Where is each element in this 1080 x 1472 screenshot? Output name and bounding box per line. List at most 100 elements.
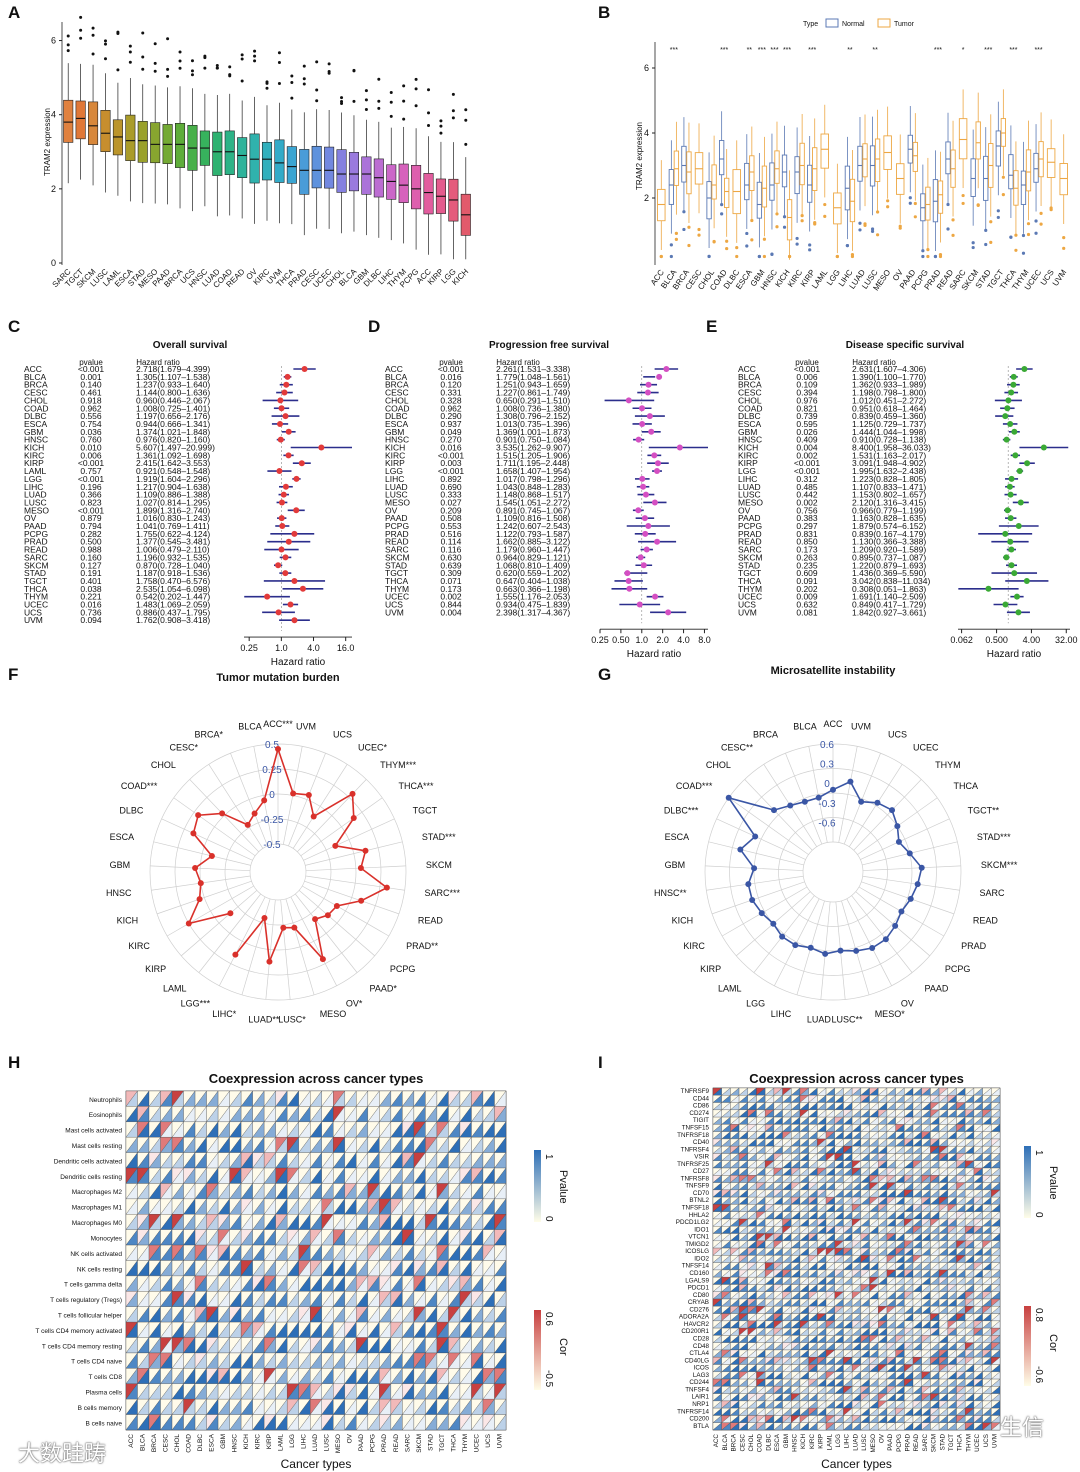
outlier-point xyxy=(141,55,145,59)
significance-LUSC: ** xyxy=(872,47,878,54)
col-header-pvalue: pvalue xyxy=(795,358,819,367)
row-hazard-ratio: 0.960(0.446–2.067) xyxy=(136,395,210,405)
heatmap-row-label: ICOSLG xyxy=(685,1248,709,1255)
radar-label-BRCA: BRCA* xyxy=(194,730,223,740)
row-pvalue: 0.120 xyxy=(440,380,462,390)
row-label-ACC: ACC xyxy=(24,364,42,374)
box-GBM xyxy=(361,156,372,195)
row-pvalue: 0.297 xyxy=(796,521,818,531)
radar-label-TGCT: TGCT** xyxy=(968,806,1000,816)
box xyxy=(1033,152,1039,183)
hr-marker xyxy=(318,444,325,451)
radar-label-SKCM: SKCM*** xyxy=(981,860,1018,870)
radar-spoke xyxy=(166,885,254,937)
heatmap-col-TGCT: TGCT xyxy=(439,1434,446,1452)
outlier-point xyxy=(961,193,965,198)
outlier-point xyxy=(377,106,381,110)
row-label-PAAD: PAAD xyxy=(738,513,761,523)
box xyxy=(932,179,939,223)
radar-r-tick: 0.5 xyxy=(265,740,279,751)
row-pvalue: 0.823 xyxy=(80,497,102,507)
outlier-point xyxy=(128,60,132,64)
hr-marker xyxy=(301,366,308,372)
heatmap-col-SARC: SARC xyxy=(404,1434,411,1452)
y-tick-label: 4 xyxy=(644,128,649,138)
row-hazard-ratio: 0.839(0.459–1.360) xyxy=(852,411,926,421)
outlier-point xyxy=(938,252,943,257)
row-hazard-ratio: 1.122(0.793–1.587) xyxy=(496,529,570,539)
hr-marker xyxy=(285,538,292,545)
row-hazard-ratio: 1.130(0.366–3.388) xyxy=(852,537,926,547)
outlier-point xyxy=(315,88,319,92)
box-ACC xyxy=(423,173,434,215)
legend-pvalue-tick: 0 xyxy=(543,1216,554,1222)
outlier-point xyxy=(439,124,443,128)
radar-spoke xyxy=(156,880,252,915)
row-label-ACC: ACC xyxy=(738,364,756,374)
outlier-point xyxy=(402,84,406,88)
outlier-point xyxy=(178,66,182,70)
x-tick-label: 0.062 xyxy=(950,635,973,645)
heatmap-row-label: IDO1 xyxy=(694,1226,709,1233)
radar-spoke xyxy=(843,753,881,845)
heatmap-row-label: CD44 xyxy=(693,1095,710,1102)
outlier-point xyxy=(103,42,107,46)
row-pvalue: 0.516 xyxy=(440,529,462,539)
box-BRCA xyxy=(175,123,186,168)
row-label-LUAD: LUAD xyxy=(385,482,408,492)
row-hazard-ratio: 1.013(0.735–1.396) xyxy=(496,419,570,429)
hr-marker xyxy=(285,452,292,459)
row-label-SARC: SARC xyxy=(738,545,762,555)
heatmap-col-ACC: ACC xyxy=(128,1434,135,1448)
heatmap-col-CHOL: CHOL xyxy=(174,1434,181,1452)
hr-marker xyxy=(1040,444,1047,451)
row-pvalue: <0.001 xyxy=(78,505,105,515)
row-label-READ: READ xyxy=(738,537,762,547)
hr-marker xyxy=(640,562,647,569)
row-hazard-ratio: 1.436(0.369–5.590) xyxy=(852,568,926,578)
heatmap-row-label: T cells CD8 xyxy=(89,1374,123,1381)
row-hazard-ratio: 1.879(0.574–6.152) xyxy=(852,521,926,531)
hr-marker xyxy=(1004,507,1011,514)
row-pvalue: 0.794 xyxy=(80,521,102,531)
outlier-point xyxy=(277,81,281,85)
row-hazard-ratio: 0.966(0.779–1.199) xyxy=(852,505,926,515)
heatmap-col-LUAD: LUAD xyxy=(312,1434,319,1452)
outlier-point xyxy=(933,254,938,259)
radar-label-CHOL: CHOL xyxy=(151,760,176,770)
x-axis-label: Hazard ratio xyxy=(271,657,326,668)
hr-marker xyxy=(1005,397,1012,404)
row-label-BLCA: BLCA xyxy=(24,372,47,382)
outlier-point xyxy=(735,246,739,250)
radar-label-KICH: KICH xyxy=(117,915,139,925)
row-hazard-ratio: 1.369(1.001–1.873) xyxy=(496,427,570,437)
hr-marker xyxy=(284,373,291,380)
radar-spoke xyxy=(302,885,390,937)
outlier-point xyxy=(203,66,207,70)
heatmap-row-label: Dendritic cells activated xyxy=(54,1158,123,1165)
box xyxy=(781,154,788,188)
row-label-STAD: STAD xyxy=(738,560,760,570)
panel-label-A: A xyxy=(8,3,20,22)
box-PRAD xyxy=(299,149,310,195)
row-hazard-ratio: 1.012(0.451–2.272) xyxy=(852,395,926,405)
outlier-point xyxy=(795,242,799,246)
box-COAD xyxy=(224,130,235,175)
box-UCEC xyxy=(324,146,335,189)
x-tick-label: 0.25 xyxy=(240,643,258,653)
heatmap-row-label: T cells gamma delta xyxy=(64,1282,122,1289)
row-pvalue: 0.263 xyxy=(796,552,818,562)
row-label-THYM: THYM xyxy=(738,584,762,594)
row-hazard-ratio: 0.976(0.820–1.160) xyxy=(136,435,210,445)
box-SKCM xyxy=(88,101,99,145)
row-pvalue: 0.739 xyxy=(796,411,818,421)
radar-spoke xyxy=(305,865,406,872)
row-hazard-ratio: 1.043(0.848–1.283) xyxy=(496,482,570,492)
row-label-LIHC: LIHC xyxy=(385,474,404,484)
hr-marker xyxy=(287,601,294,608)
box-THCA xyxy=(286,146,297,184)
row-label-PAAD: PAAD xyxy=(24,521,47,531)
hr-marker xyxy=(277,436,284,443)
